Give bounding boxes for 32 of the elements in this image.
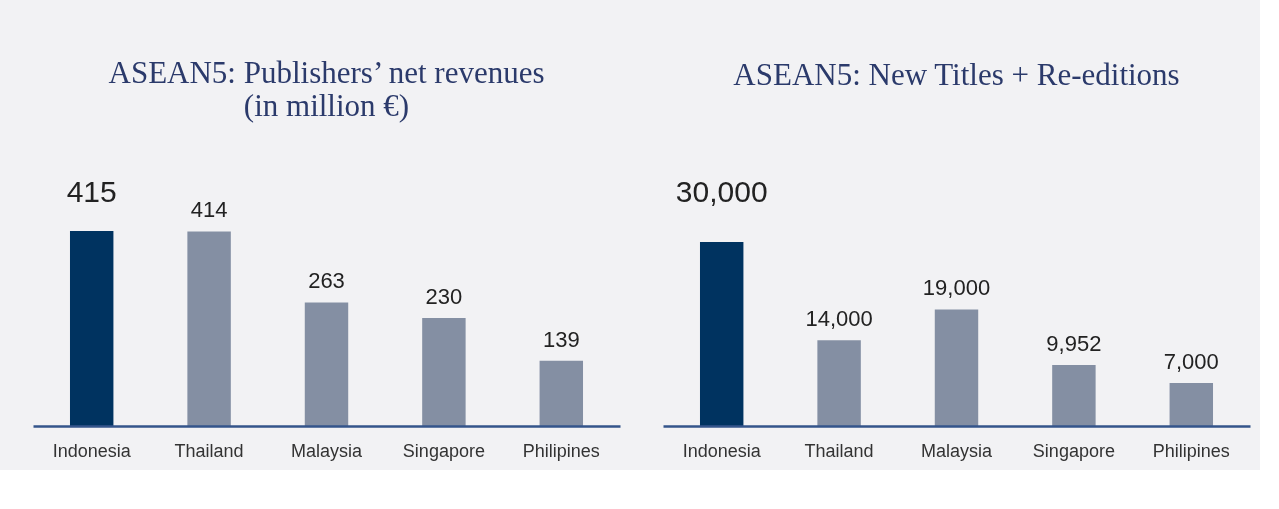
bar	[539, 360, 584, 426]
data-label: 139	[542, 326, 580, 352]
data-label: 230	[425, 283, 463, 309]
x-tick-label: Philipines	[522, 440, 600, 461]
data-label: 263	[308, 268, 345, 294]
data-label: 30,000	[675, 175, 768, 208]
x-tick-label: Indonesia	[682, 440, 762, 461]
data-label: 9,952	[1046, 330, 1102, 356]
x-tick-label: Singapore	[402, 440, 485, 461]
x-tick-label: Thailand	[174, 440, 244, 461]
x-tick-label: Malaysia	[920, 440, 993, 461]
chart-title: ASEAN5: New Titles + Re-editions	[733, 57, 1180, 92]
bar	[699, 242, 744, 426]
bar	[304, 302, 349, 426]
bar	[934, 309, 979, 426]
bar	[69, 231, 114, 426]
bar	[1169, 383, 1214, 426]
x-tick-label: Singapore	[1032, 440, 1115, 461]
chart-title: ASEAN5: Publishers’ net revenues (in million €)	[108, 55, 545, 123]
bar	[817, 340, 861, 426]
bar	[1052, 364, 1096, 426]
data-label: 14,000	[805, 306, 873, 332]
data-label: 7,000	[1163, 349, 1219, 375]
data-label: 414	[190, 197, 228, 223]
x-tick-label: Malaysia	[290, 440, 363, 461]
bar	[422, 317, 466, 426]
data-label: 415	[66, 175, 117, 208]
data-label: 19,000	[922, 275, 991, 301]
bar	[187, 231, 231, 426]
x-tick-label: Indonesia	[52, 440, 132, 461]
x-tick-label: Philipines	[1152, 440, 1230, 461]
x-tick-label: Thailand	[804, 440, 874, 461]
